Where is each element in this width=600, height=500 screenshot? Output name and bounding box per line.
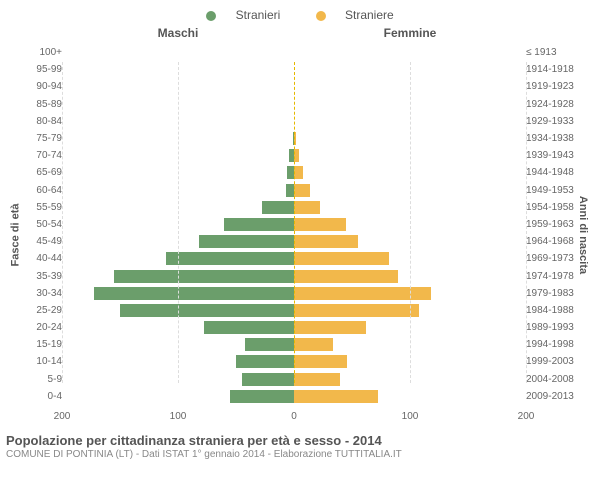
age-label: 75-79: [10, 130, 62, 147]
birth-label: 1989-1993: [526, 319, 590, 336]
bar-female: [294, 390, 378, 403]
age-label: 95-99: [10, 61, 62, 78]
age-label: 55-59: [10, 199, 62, 216]
grid-line: [410, 62, 411, 383]
birth-label: 1949-1953: [526, 182, 590, 199]
chart-container: Stranieri Straniere Maschi Femmine Fasce…: [0, 0, 600, 500]
birth-label: 1984-1988: [526, 302, 590, 319]
bar-female: [294, 201, 320, 214]
age-label: 80-84: [10, 113, 62, 130]
bar-female: [294, 218, 346, 231]
bar-female: [294, 270, 398, 283]
age-label: 65-69: [10, 164, 62, 181]
birth-label: 2004-2008: [526, 371, 590, 388]
bar-female: [294, 235, 358, 248]
age-label: 70-74: [10, 147, 62, 164]
age-label: 100+: [10, 44, 62, 61]
birth-label: 1934-1938: [526, 130, 590, 147]
age-label: 20-24: [10, 319, 62, 336]
age-label: 10-14: [10, 353, 62, 370]
group-title-male: Maschi: [62, 26, 294, 40]
age-label: 25-29: [10, 302, 62, 319]
birth-label: 1919-1923: [526, 78, 590, 95]
x-tick: 100: [402, 411, 419, 422]
bar-female: [294, 338, 333, 351]
x-tick: 0: [291, 411, 297, 422]
legend-label-male: Stranieri: [236, 8, 281, 22]
bar-male: [242, 373, 294, 386]
bar-male: [94, 287, 294, 300]
grid-line: [178, 62, 179, 383]
age-label: 45-49: [10, 233, 62, 250]
bar-male: [199, 235, 294, 248]
bar-female: [294, 166, 303, 179]
bar-female: [294, 355, 347, 368]
birth-label: 1969-1973: [526, 250, 590, 267]
bar-row: [62, 388, 526, 405]
birth-label: 1939-1943: [526, 147, 590, 164]
birth-label: ≤ 1913: [526, 44, 590, 61]
legend-item-male: Stranieri: [198, 8, 291, 22]
bar-female: [294, 373, 340, 386]
bar-male: [224, 218, 294, 231]
birth-label: 1929-1933: [526, 113, 590, 130]
bar-male: [262, 201, 294, 214]
bar-male: [287, 166, 294, 179]
age-label: 40-44: [10, 250, 62, 267]
bar-male: [204, 321, 294, 334]
legend-item-female: Straniere: [308, 8, 402, 22]
birth-label: 1994-1998: [526, 336, 590, 353]
age-label: 5-9: [10, 371, 62, 388]
age-labels: 100+95-9990-9485-8980-8475-7970-7465-696…: [10, 44, 62, 407]
age-label: 15-19: [10, 336, 62, 353]
legend-swatch-female: [316, 11, 326, 21]
age-label: 50-54: [10, 216, 62, 233]
bar-male: [114, 270, 294, 283]
birth-label: 1974-1978: [526, 267, 590, 284]
x-axis: 2001000100200: [62, 411, 526, 427]
age-label: 85-89: [10, 96, 62, 113]
chart-subtitle: COMUNE DI PONTINIA (LT) - Dati ISTAT 1° …: [6, 449, 594, 460]
birth-label: 1924-1928: [526, 96, 590, 113]
age-label: 0-4: [10, 388, 62, 405]
group-title-female: Femmine: [294, 26, 526, 40]
x-tick: 200: [54, 411, 71, 422]
bar-male: [286, 184, 294, 197]
bar-male: [236, 355, 294, 368]
birth-label: 2009-2013: [526, 388, 590, 405]
birth-label: 1954-1958: [526, 199, 590, 216]
birth-label: 1979-1983: [526, 285, 590, 302]
birth-label: 1964-1968: [526, 233, 590, 250]
bar-male: [245, 338, 294, 351]
birth-label: 1959-1963: [526, 216, 590, 233]
footer: Popolazione per cittadinanza straniera p…: [6, 433, 594, 460]
age-label: 30-34: [10, 285, 62, 302]
bars-area: [62, 44, 526, 407]
legend-swatch-male: [206, 11, 216, 21]
grid-line: [62, 62, 63, 383]
bar-male: [230, 390, 294, 403]
center-line: [294, 62, 295, 383]
birth-label: 1999-2003: [526, 353, 590, 370]
age-label: 60-64: [10, 182, 62, 199]
bar-male: [120, 304, 294, 317]
age-label: 35-39: [10, 267, 62, 284]
x-tick: 100: [170, 411, 187, 422]
age-label: 90-94: [10, 78, 62, 95]
plot-area: Maschi Femmine Fasce di età Anni di nasc…: [6, 26, 594, 431]
legend: Stranieri Straniere: [6, 8, 594, 22]
bar-row: [62, 44, 526, 61]
x-tick: 200: [518, 411, 535, 422]
bar-female: [294, 252, 389, 265]
grid-line: [526, 62, 527, 383]
bar-female: [294, 304, 419, 317]
bar-female: [294, 321, 366, 334]
bar-female: [294, 184, 310, 197]
chart-title: Popolazione per cittadinanza straniera p…: [6, 433, 594, 448]
legend-label-female: Straniere: [345, 8, 394, 22]
birth-labels: ≤ 19131914-19181919-19231924-19281929-19…: [526, 44, 590, 407]
birth-label: 1914-1918: [526, 61, 590, 78]
birth-label: 1944-1948: [526, 164, 590, 181]
bar-male: [166, 252, 294, 265]
